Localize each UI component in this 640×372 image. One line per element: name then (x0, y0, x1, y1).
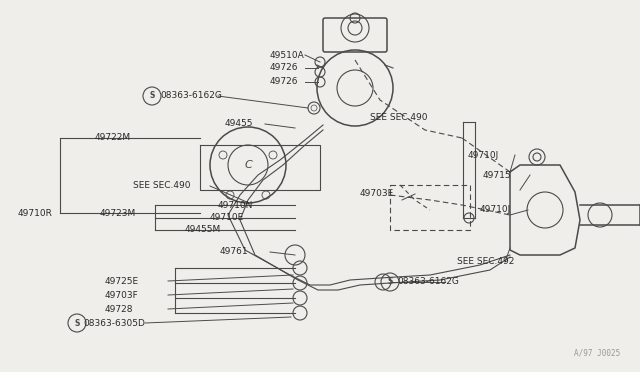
Text: 49723M: 49723M (100, 208, 136, 218)
Text: 49703F: 49703F (105, 291, 139, 299)
Text: 49455: 49455 (225, 119, 253, 128)
Text: 49726: 49726 (270, 64, 298, 73)
Text: 49725E: 49725E (105, 276, 139, 285)
Text: 49510A: 49510A (270, 51, 305, 60)
Text: S: S (74, 318, 80, 327)
Text: 49722M: 49722M (95, 134, 131, 142)
Text: A/97 J0025: A/97 J0025 (573, 349, 620, 358)
Text: SEE SEC.492: SEE SEC.492 (457, 257, 515, 266)
Text: 49710N: 49710N (218, 201, 253, 209)
Text: 49703E: 49703E (360, 189, 394, 199)
Text: 08363-6162G: 08363-6162G (397, 278, 459, 286)
Text: 49455M: 49455M (185, 225, 221, 234)
Text: 08363-6162G: 08363-6162G (160, 92, 222, 100)
Text: 49728: 49728 (105, 305, 134, 314)
Text: S: S (149, 92, 155, 100)
Text: 08363-6305D: 08363-6305D (83, 318, 145, 327)
Text: SEE SEC.490: SEE SEC.490 (370, 113, 428, 122)
Text: 49715: 49715 (483, 170, 511, 180)
Text: 49710E: 49710E (210, 214, 244, 222)
Text: 49710J: 49710J (468, 151, 499, 160)
Text: 49761: 49761 (220, 247, 248, 257)
Text: SEE SEC.490: SEE SEC.490 (133, 182, 191, 190)
Text: 49710R: 49710R (18, 208, 53, 218)
Text: 49710J: 49710J (480, 205, 511, 215)
Text: C: C (244, 160, 252, 170)
Text: 49726: 49726 (270, 77, 298, 87)
Text: S: S (387, 278, 393, 286)
